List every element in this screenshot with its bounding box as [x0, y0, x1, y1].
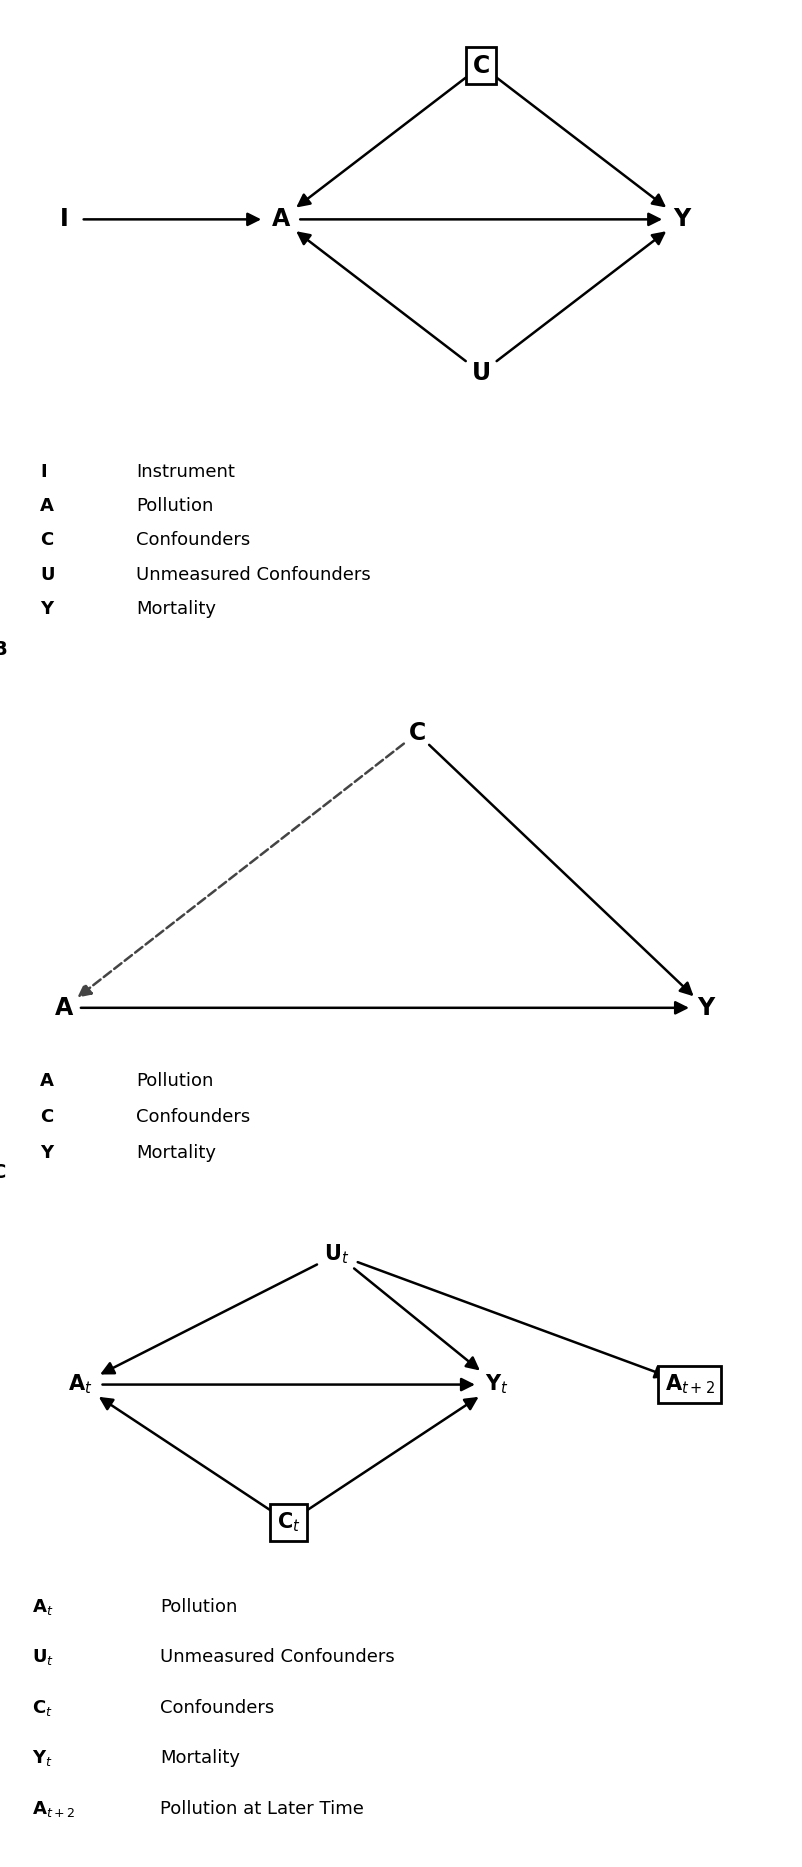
Text: A: A [40, 497, 54, 515]
Text: U: U [40, 566, 55, 584]
Text: Unmeasured Confounders: Unmeasured Confounders [160, 1649, 395, 1665]
Text: C: C [40, 1107, 54, 1126]
Text: A: A [272, 207, 290, 232]
Text: Mortality: Mortality [136, 1144, 217, 1161]
Text: Y$_t$: Y$_t$ [485, 1372, 509, 1397]
Text: Mortality: Mortality [160, 1749, 241, 1768]
Text: C: C [0, 1163, 6, 1182]
Text: Y: Y [40, 599, 53, 618]
Text: A$_t$: A$_t$ [32, 1596, 54, 1617]
Text: A$_t$: A$_t$ [68, 1372, 92, 1397]
Text: Confounders: Confounders [136, 532, 250, 549]
Text: Instrument: Instrument [136, 463, 235, 480]
Text: A$_{t+2}$: A$_{t+2}$ [32, 1800, 75, 1818]
Text: B: B [0, 640, 6, 659]
Text: A: A [40, 1072, 54, 1090]
Text: C$_t$: C$_t$ [32, 1697, 53, 1718]
Text: Confounders: Confounders [136, 1107, 250, 1126]
Text: Y: Y [673, 207, 691, 232]
Text: A: A [55, 995, 73, 1019]
Text: Pollution: Pollution [160, 1598, 237, 1615]
Text: C: C [40, 532, 54, 549]
Text: U$_t$: U$_t$ [324, 1243, 350, 1266]
Text: U$_t$: U$_t$ [32, 1647, 55, 1667]
Text: Unmeasured Confounders: Unmeasured Confounders [136, 566, 371, 584]
Text: Y: Y [40, 1144, 53, 1161]
Text: C: C [472, 54, 490, 78]
Text: C: C [408, 721, 426, 745]
Text: Pollution: Pollution [136, 1072, 213, 1090]
Text: U: U [472, 360, 491, 385]
Text: Pollution at Later Time: Pollution at Later Time [160, 1800, 364, 1818]
Text: C$_t$: C$_t$ [277, 1510, 301, 1535]
Text: I: I [40, 463, 47, 480]
Text: A$_{t+2}$: A$_{t+2}$ [665, 1372, 715, 1397]
Text: Confounders: Confounders [160, 1699, 274, 1718]
Text: Y: Y [697, 995, 715, 1019]
Text: Mortality: Mortality [136, 599, 217, 618]
Text: Y$_t$: Y$_t$ [32, 1749, 53, 1768]
Text: I: I [60, 207, 68, 232]
Text: Pollution: Pollution [136, 497, 213, 515]
